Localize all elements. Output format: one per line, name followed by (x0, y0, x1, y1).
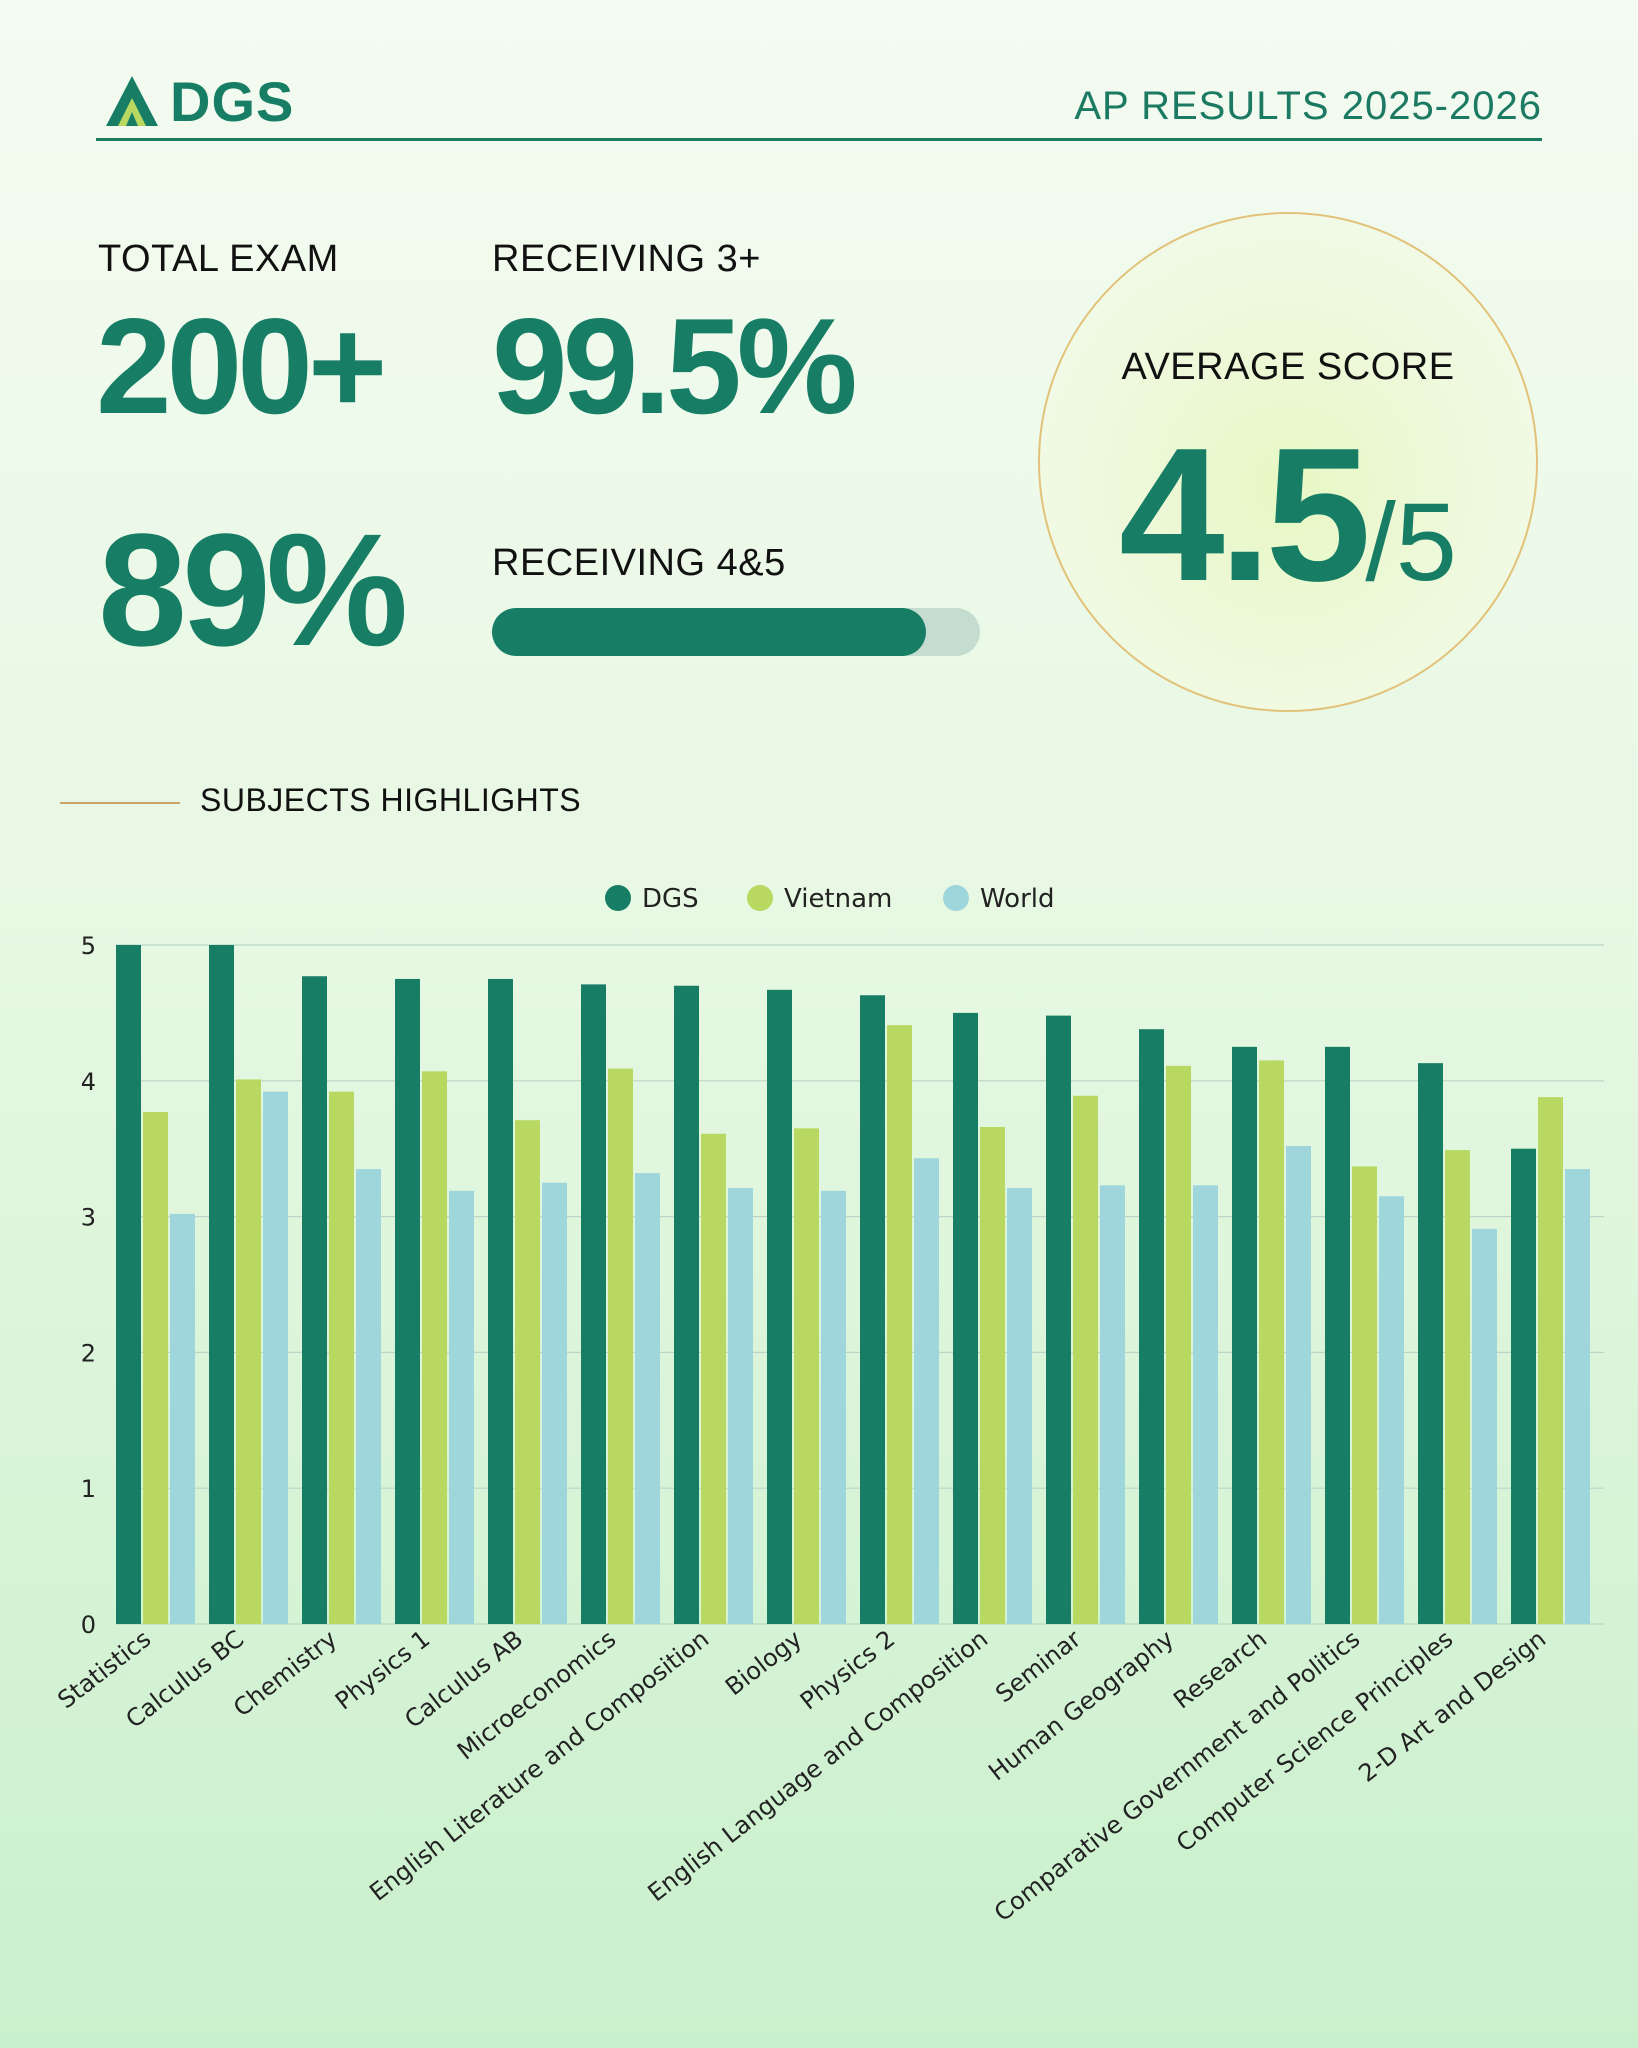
total-exam-label: TOTAL EXAM (98, 238, 339, 280)
receiving-45-value: 89% (98, 500, 408, 679)
bar-vietnam (1352, 1166, 1377, 1624)
bar-vietnam (1259, 1060, 1284, 1624)
bar-vietnam (236, 1079, 261, 1624)
bar-vietnam (887, 1025, 912, 1624)
legend-item-vietnam: Vietnam (747, 884, 892, 914)
bar-dgs (302, 976, 327, 1624)
bar-world (542, 1182, 567, 1624)
x-tick-label: English Language and Composition (643, 1625, 994, 1908)
average-score-label: AVERAGE SCORE (1121, 346, 1455, 388)
bar-dgs (1418, 1063, 1443, 1624)
legend-item-world: World (943, 884, 1055, 914)
bar-dgs (581, 984, 606, 1624)
y-tick-label: 3 (81, 1204, 96, 1232)
logo-text: DGS (170, 69, 295, 133)
page-title: AP RESULTS 2025-2026 (1074, 84, 1542, 128)
bar-vietnam (980, 1126, 1005, 1624)
dgs-logo: DGS (104, 66, 294, 136)
receiving-45-progress-fill (492, 608, 927, 656)
bar-vietnam (794, 1128, 819, 1624)
bar-world (1100, 1185, 1125, 1624)
bar-vietnam (422, 1071, 447, 1624)
bar-world (1193, 1185, 1218, 1624)
bar-dgs (860, 995, 885, 1624)
bar-world (635, 1173, 660, 1624)
bar-world (263, 1091, 288, 1624)
chart-bars (116, 945, 1590, 1624)
legend-label: DGS (642, 884, 699, 914)
bar-world (1472, 1228, 1497, 1624)
legend-label: World (980, 884, 1055, 914)
y-tick-label: 2 (81, 1339, 96, 1367)
bar-dgs (1511, 1148, 1536, 1624)
average-score-out-of: /5 (1365, 481, 1457, 604)
section-accent-line (60, 802, 180, 804)
bar-vietnam (143, 1112, 168, 1624)
total-exam-value: 200+ (96, 290, 387, 442)
bar-dgs (395, 978, 420, 1624)
bar-world (449, 1190, 474, 1624)
bar-world (1565, 1169, 1590, 1624)
bar-world (356, 1169, 381, 1624)
x-tick-label: Microeconomics (452, 1625, 621, 1766)
bar-dgs (116, 945, 141, 1624)
bar-world (1007, 1188, 1032, 1624)
bar-vietnam (329, 1091, 354, 1624)
y-tick-label: 4 (81, 1068, 96, 1096)
legend-swatch (747, 885, 773, 911)
average-score: 4.5/5 (1038, 420, 1538, 610)
bar-vietnam (1166, 1065, 1191, 1624)
y-tick-label: 0 (81, 1611, 96, 1639)
receiving-3-label: RECEIVING 3+ (492, 238, 761, 280)
section-title: SUBJECTS HIGHLIGHTS (200, 782, 582, 818)
bar-vietnam (515, 1120, 540, 1624)
bar-world (914, 1158, 939, 1624)
bar-dgs (953, 1012, 978, 1624)
bar-vietnam (608, 1068, 633, 1624)
y-axis-ticks: 0 1 2 3 4 5 (81, 932, 96, 1639)
bar-world (728, 1188, 753, 1624)
bar-world (821, 1190, 846, 1624)
legend-label: Vietnam (784, 884, 892, 914)
y-tick-label: 5 (81, 932, 96, 960)
average-score-circle (1038, 212, 1538, 712)
receiving-45-progress-bar (492, 608, 980, 656)
header-divider (96, 138, 1542, 141)
receiving-45-label: RECEIVING 4&5 (492, 542, 786, 584)
y-tick-label: 1 (81, 1475, 96, 1503)
bar-dgs (1232, 1046, 1257, 1624)
bar-dgs (488, 978, 513, 1624)
average-score-value: 4.5 (1119, 409, 1371, 621)
receiving-3-value: 99.5% (492, 290, 858, 442)
bar-vietnam (1445, 1150, 1470, 1624)
bar-world (170, 1213, 195, 1624)
bar-dgs (209, 945, 234, 1624)
bar-world (1379, 1196, 1404, 1624)
bar-world (1286, 1145, 1311, 1624)
legend-swatch (943, 885, 969, 911)
bar-dgs (767, 989, 792, 1624)
bar-dgs (1325, 1046, 1350, 1624)
legend-item-dgs: DGS (605, 884, 699, 914)
x-tick-label: English Literature and Composition (364, 1625, 714, 1907)
bar-vietnam (1073, 1095, 1098, 1624)
bar-vietnam (701, 1133, 726, 1624)
mountain-logo-icon (106, 76, 158, 126)
x-tick-label: Biology (720, 1625, 807, 1702)
x-tick-label: Chemistry (228, 1625, 342, 1723)
legend-swatch (605, 885, 631, 911)
bar-dgs (1046, 1015, 1071, 1624)
bar-vietnam (1538, 1097, 1563, 1624)
subjects-bar-chart: DGS Vietnam World 0 1 2 3 4 5 StatisticsCalculu… (52, 884, 1604, 1928)
bar-dgs (1139, 1029, 1164, 1624)
chart-legend: DGS Vietnam World (605, 884, 1055, 914)
bar-dgs (674, 985, 699, 1624)
